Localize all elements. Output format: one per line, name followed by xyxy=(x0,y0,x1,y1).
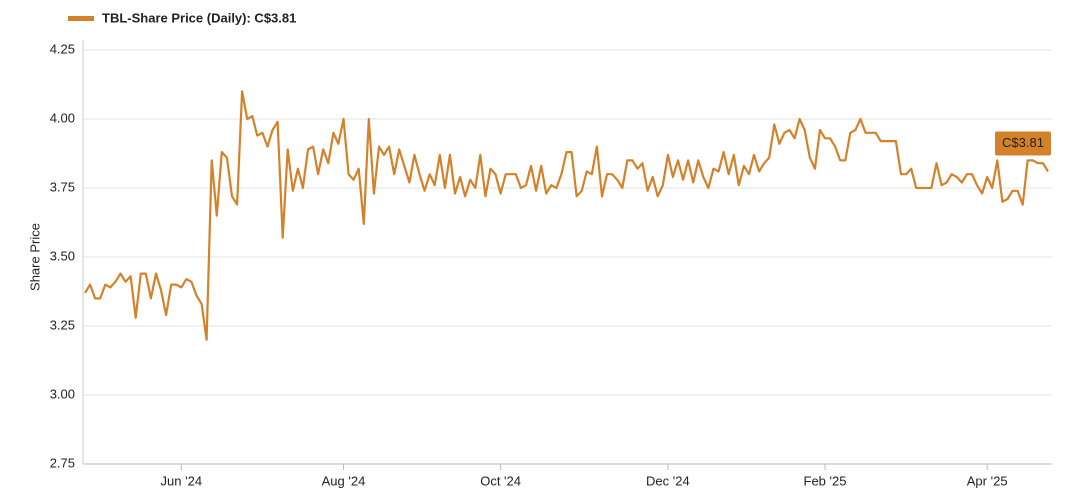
x-tick-label: Apr '25 xyxy=(967,473,1008,488)
y-tick-label: 4.00 xyxy=(50,110,75,125)
x-tick-label: Aug '24 xyxy=(322,473,366,488)
price-line xyxy=(84,90,1049,341)
y-tick-label: 2.75 xyxy=(50,455,75,470)
legend-label: TBL-Share Price (Daily): C$3.81 xyxy=(102,10,296,25)
y-tick-label: 3.50 xyxy=(50,248,75,263)
y-axis-label: Share Price xyxy=(27,223,42,291)
y-tick-label: 3.75 xyxy=(50,179,75,194)
y-tick-label: 4.25 xyxy=(50,41,75,56)
legend-swatch xyxy=(68,16,94,21)
x-tick-label: Jun '24 xyxy=(161,473,203,488)
x-tick-label: Feb '25 xyxy=(804,473,847,488)
y-tick-label: 3.25 xyxy=(50,317,75,332)
annotation-label: C$3.81 xyxy=(1002,135,1044,150)
x-tick-label: Oct '24 xyxy=(480,473,521,488)
y-tick-label: 3.00 xyxy=(50,386,75,401)
annotation-box xyxy=(995,131,1051,156)
x-tick-label: Dec '24 xyxy=(646,473,690,488)
